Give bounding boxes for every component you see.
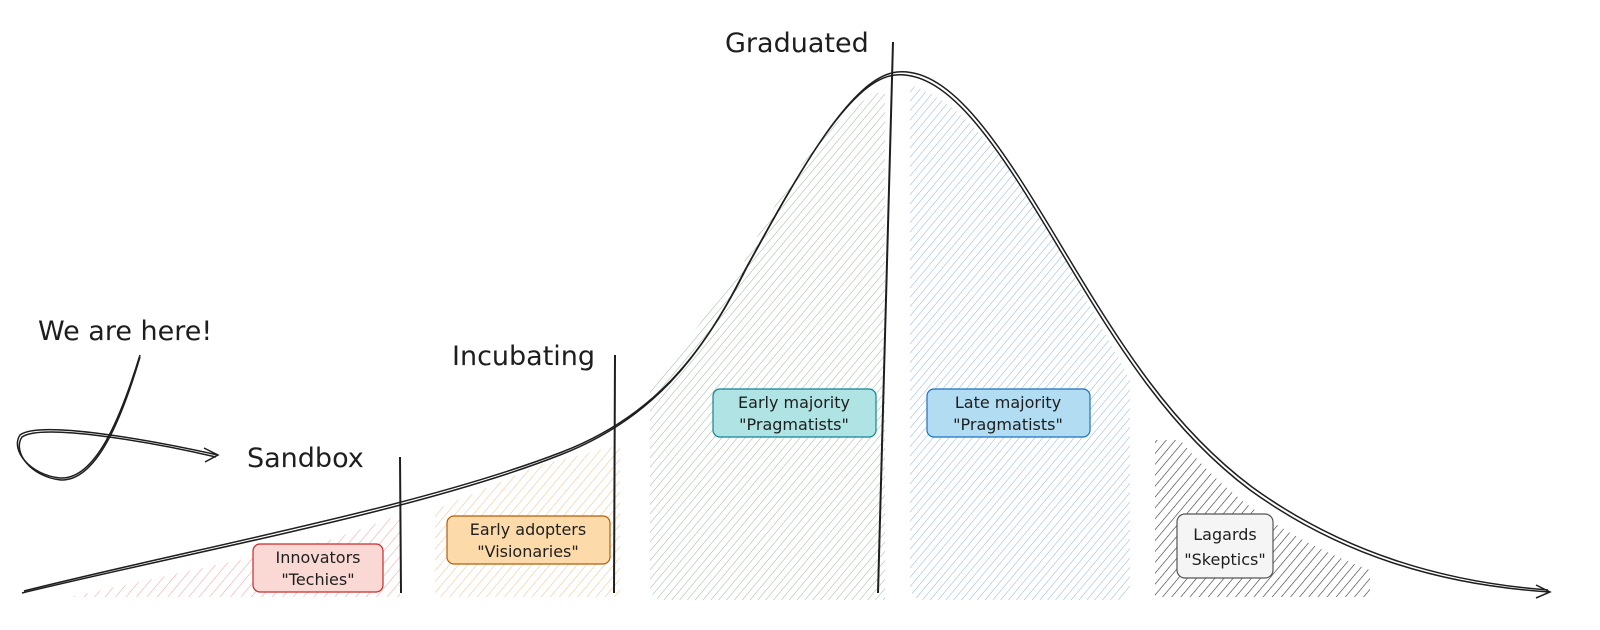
segment-lagards: Lagards "Skeptics" bbox=[1176, 513, 1274, 579]
segment-early-majority: Early majority "Pragmatists" bbox=[712, 388, 877, 438]
late-majority-region bbox=[910, 85, 1130, 600]
bell-curve bbox=[21, 71, 1552, 599]
segment-title: Early adopters bbox=[470, 520, 586, 539]
stage-label-sandbox: Sandbox bbox=[247, 443, 364, 474]
segment-title: Lagards bbox=[1193, 525, 1256, 544]
we-are-here-annotation: We are here! bbox=[38, 316, 212, 347]
stage-label-graduated: Graduated bbox=[725, 28, 869, 59]
segment-subtitle: "Pragmatists" bbox=[739, 415, 849, 434]
segment-subtitle: "Skeptics" bbox=[1184, 550, 1265, 569]
stage-label-incubating: Incubating bbox=[452, 341, 595, 372]
stage-dividers bbox=[399, 41, 894, 594]
segment-late-majority: Late majority "Pragmatists" bbox=[926, 388, 1091, 438]
segment-title: Late majority bbox=[955, 393, 1061, 412]
segment-title: Innovators bbox=[275, 548, 360, 567]
segment-subtitle: "Pragmatists" bbox=[953, 415, 1063, 434]
segment-subtitle: "Techies" bbox=[281, 570, 354, 589]
segment-early-adopters: Early adopters "Visionaries" bbox=[446, 515, 611, 565]
segment-innovators: Innovators "Techies" bbox=[252, 543, 384, 593]
early-majority-region bbox=[650, 90, 885, 600]
segment-subtitle: "Visionaries" bbox=[477, 542, 578, 561]
loop-arrow bbox=[16, 354, 220, 481]
segment-title: Early majority bbox=[738, 393, 850, 412]
